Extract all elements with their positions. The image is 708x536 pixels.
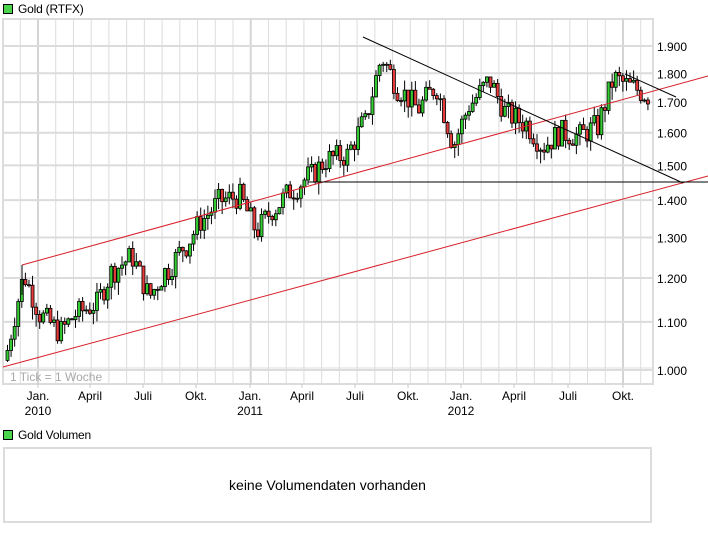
x-tick-label: April	[290, 389, 314, 403]
tick-note: 1 Tick = 1 Woche	[10, 370, 102, 384]
trend-lines	[2, 36, 708, 368]
legend-swatch-icon	[3, 430, 13, 440]
x-tick-label: Okt.	[185, 389, 207, 403]
y-tick-label: 1.400	[657, 194, 687, 208]
x-tick-label: April	[78, 389, 102, 403]
y-tick-label: 1.800	[657, 67, 687, 81]
legend-swatch-icon	[3, 4, 13, 14]
x-tick-year: 2010	[25, 404, 52, 418]
y-tick-label: 1.000	[657, 364, 687, 378]
chart-grid	[2, 18, 654, 385]
volume-panel: keine Volumendaten vorhanden	[3, 447, 652, 523]
x-tick-year: 2012	[448, 404, 475, 418]
y-tick-label: 1.100	[657, 316, 687, 330]
price-legend-label: Gold (RTFX)	[18, 2, 84, 16]
candlesticks	[5, 59, 650, 362]
no-volume-message: keine Volumendaten vorhanden	[229, 477, 426, 493]
x-tick-year: 2011	[237, 404, 263, 418]
y-axis: 1.000 1.100 1.200 1.300 1.400 1.500 1.600 1.700…	[657, 40, 687, 378]
x-tick-label: Okt.	[612, 389, 634, 403]
x-tick-label: Jan.	[27, 389, 50, 403]
x-tick-label: Okt.	[397, 389, 419, 403]
price-legend: Gold (RTFX)	[3, 2, 84, 16]
volume-legend-label: Gold Volumen	[18, 428, 91, 442]
x-tick-label: Jan.	[239, 389, 262, 403]
volume-legend: Gold Volumen	[3, 428, 91, 442]
x-tick-label: Juli	[346, 389, 364, 403]
y-tick-label: 1.200	[657, 272, 687, 286]
x-tick-label: Juli	[559, 389, 577, 403]
x-tick-label: Jan.	[450, 389, 473, 403]
x-tick-label: April	[502, 389, 526, 403]
y-tick-label: 1.700	[657, 96, 687, 110]
y-tick-label: 1.300	[657, 232, 687, 246]
price-chart: 1.000 1.100 1.200 1.300 1.400 1.500 1.600 1.700…	[2, 18, 708, 418]
x-tick-label: Juli	[134, 389, 152, 403]
y-tick-label: 1.900	[657, 40, 687, 54]
y-tick-label: 1.500	[657, 159, 687, 173]
y-tick-label: 1.600	[657, 127, 687, 141]
